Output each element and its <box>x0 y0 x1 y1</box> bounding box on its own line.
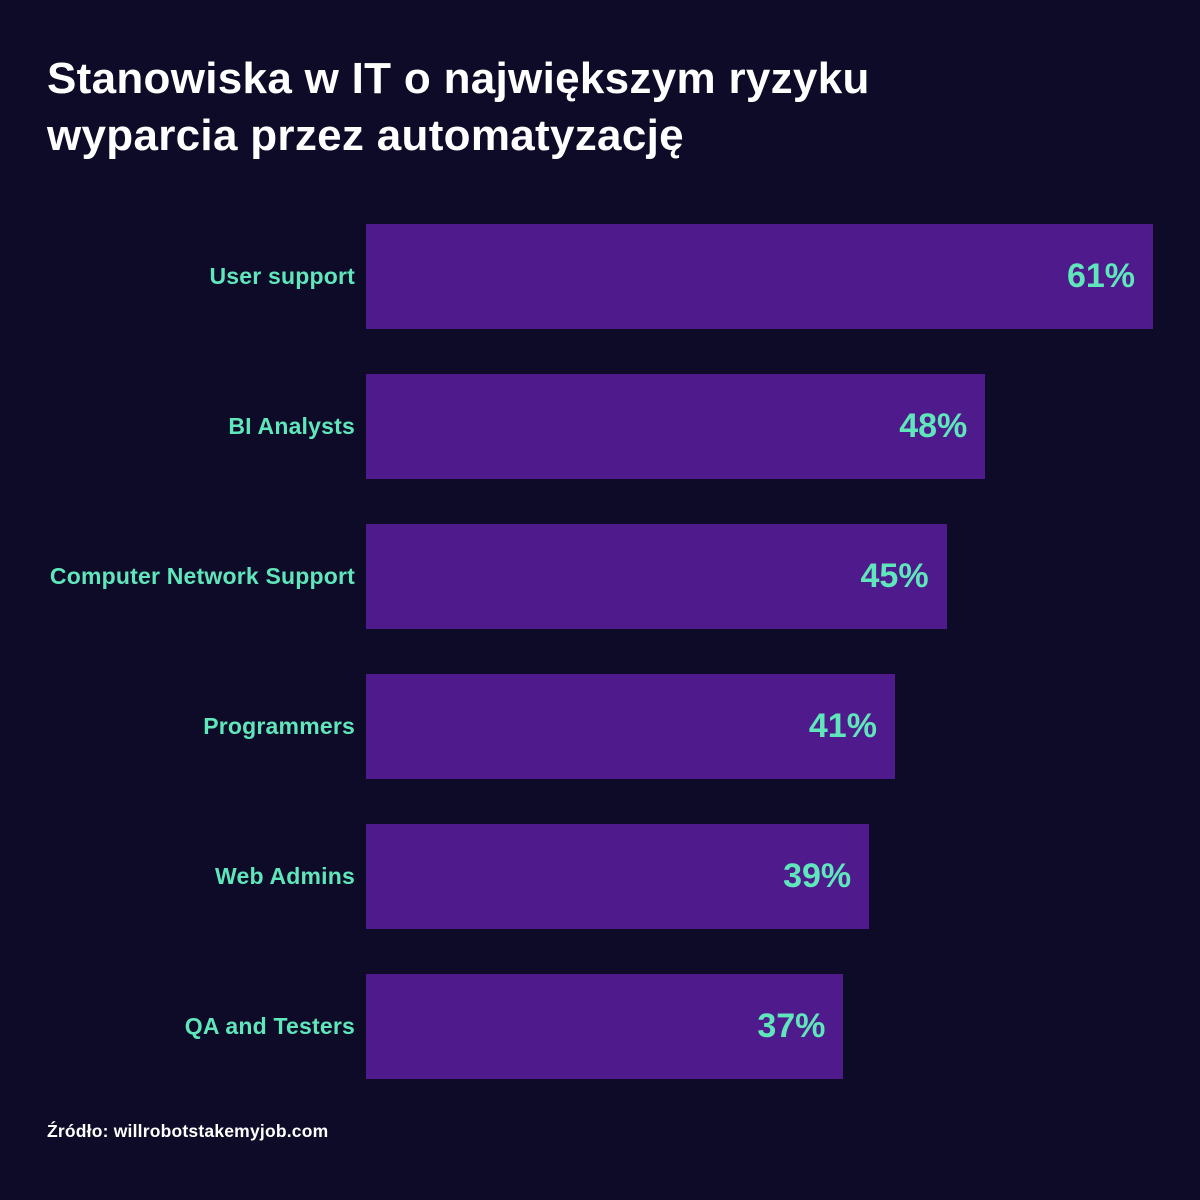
bar: 48% <box>366 374 986 479</box>
bar-row: Web Admins 39% <box>0 824 1153 929</box>
source-caption: Źródło: willrobotstakemyjob.com <box>47 1121 329 1141</box>
bar: 37% <box>366 974 844 1079</box>
bar-value-label: 39% <box>783 857 852 895</box>
bar-value-label: 37% <box>757 1007 826 1045</box>
category-label: Computer Network Support <box>49 563 355 589</box>
category-label: Programmers <box>203 713 355 739</box>
category-label: QA and Testers <box>184 1013 355 1039</box>
category-label: User support <box>209 263 355 289</box>
bar-value-label: 45% <box>860 557 929 595</box>
bar-track: 61% <box>366 224 1153 329</box>
bar: 61% <box>366 224 1153 329</box>
bar-track: 45% <box>366 524 1153 629</box>
bar-track: 41% <box>366 674 1153 779</box>
bar-value-label: 41% <box>808 707 877 745</box>
bar-row: User support 61% <box>0 224 1153 329</box>
page-title-line-1: Stanowiska w IT o największym ryzyku <box>47 54 870 103</box>
category-label: BI Analysts <box>228 413 355 439</box>
bar-row: Programmers 41% <box>0 674 1153 779</box>
bar-row: Computer Network Support 45% <box>0 524 1153 629</box>
page-title: Stanowiska w IT o największym ryzyku wyp… <box>47 50 870 164</box>
bar: 45% <box>366 524 947 629</box>
bar-track: 37% <box>366 974 1153 1079</box>
bar-row: BI Analysts 48% <box>0 374 1153 479</box>
bar-value-label: 48% <box>899 407 968 445</box>
bar-chart: User support 61% BI Analysts 48% Computer Ne… <box>0 224 1153 1124</box>
bar-track: 39% <box>366 824 1153 929</box>
bar-track: 48% <box>366 374 1153 479</box>
bar: 39% <box>366 824 870 929</box>
category-label: Web Admins <box>214 863 355 889</box>
page-title-line-2: wyparcia przez automatyzację <box>47 111 684 160</box>
bar-row: QA and Testers 37% <box>0 974 1153 1079</box>
bar: 41% <box>366 674 895 779</box>
bar-value-label: 61% <box>1066 257 1135 295</box>
